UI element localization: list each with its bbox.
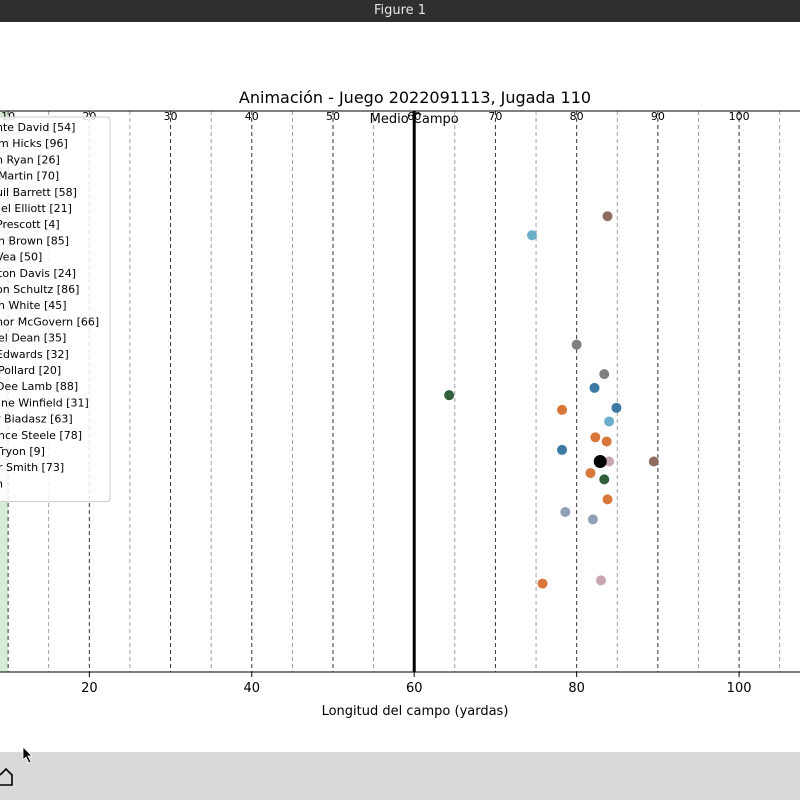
legend-entry: n Ryan [26] bbox=[0, 153, 60, 166]
x-tick-label: 80 bbox=[568, 681, 585, 696]
chart-title: Animación - Juego 2022091113, Jugada 110 bbox=[239, 88, 591, 107]
player-point bbox=[602, 211, 613, 222]
x-axis-label: Longitud del campo (yardas) bbox=[322, 704, 509, 719]
player-point bbox=[587, 514, 598, 525]
legend-entry: r Biadasz [63] bbox=[0, 413, 73, 426]
legend-entry: n bbox=[0, 477, 3, 490]
legend-entry: nte David [54] bbox=[0, 121, 75, 134]
legend: nte David [54] m Hicks [96] n Ryan [26] Mar… bbox=[0, 116, 111, 503]
yard-label: 100 bbox=[729, 110, 750, 123]
legend-entry: m Hicks [96] bbox=[0, 137, 68, 150]
grid-layer bbox=[7, 111, 781, 672]
legend-entry: on Schultz [86] bbox=[0, 283, 79, 296]
player-point bbox=[611, 402, 622, 413]
legend-entry: r Smith [73] bbox=[0, 461, 64, 474]
yard-label: 60 bbox=[407, 110, 421, 123]
midfield-label: Medio Campo bbox=[370, 112, 459, 127]
legend-entry: Martin [70] bbox=[0, 170, 59, 183]
yard-label: 50 bbox=[326, 110, 340, 123]
yard-label: 30 bbox=[164, 110, 178, 123]
player-point bbox=[557, 404, 568, 415]
legend-entry: el Dean [35] bbox=[0, 332, 66, 345]
player-point bbox=[571, 339, 582, 350]
window-title: Figure 1 bbox=[373, 3, 427, 18]
legend-entry: nce Steele [78] bbox=[0, 429, 82, 442]
yard-label: 80 bbox=[570, 110, 584, 123]
x-tick-label: 100 bbox=[727, 681, 752, 696]
legend-entry: n Brown [85] bbox=[0, 234, 69, 247]
window-title-bar: Figure 1 bbox=[0, 0, 800, 22]
player-point bbox=[590, 432, 601, 443]
legend-entry: Prescott [4] bbox=[0, 218, 60, 231]
x-tick-label: 40 bbox=[244, 681, 261, 696]
legend-entry: uil Barrett [58] bbox=[0, 186, 77, 199]
legend-entry: ine Winfield [31] bbox=[0, 396, 89, 409]
legend-entry: n White [45] bbox=[0, 299, 67, 312]
legend-entry: Vea [50] bbox=[0, 251, 42, 264]
x-tick-label: 60 bbox=[406, 681, 423, 696]
player-point bbox=[526, 230, 537, 241]
chart-svg: Animación - Juego 2022091113, Jugada 110… bbox=[0, 22, 800, 752]
yard-label: 70 bbox=[488, 110, 502, 123]
player-point bbox=[589, 382, 600, 393]
player-point bbox=[560, 507, 571, 518]
player-point bbox=[604, 456, 615, 467]
player-point bbox=[604, 416, 615, 427]
legend-entry: iel Elliott [21] bbox=[0, 202, 72, 215]
points-layer bbox=[444, 211, 659, 589]
player-point bbox=[602, 494, 613, 505]
ball-point bbox=[593, 454, 607, 468]
legend-entry: Pollard [20] bbox=[0, 364, 61, 377]
player-point bbox=[648, 456, 659, 467]
player-point bbox=[557, 444, 568, 455]
player-point bbox=[599, 474, 610, 485]
legend-entry: Edwards [32] bbox=[0, 348, 69, 361]
yard-label: 90 bbox=[651, 110, 665, 123]
plot-frame bbox=[0, 110, 800, 673]
player-point bbox=[585, 468, 596, 479]
x-axis-ticks: 20 40 60 80 100 bbox=[81, 672, 752, 696]
player-point bbox=[444, 390, 455, 401]
home-icon[interactable] bbox=[0, 765, 14, 787]
toolbar bbox=[0, 752, 800, 800]
player-point bbox=[599, 369, 610, 380]
player-point bbox=[601, 436, 612, 447]
player-point bbox=[596, 575, 607, 586]
player-point bbox=[537, 578, 548, 589]
legend-box bbox=[0, 116, 111, 503]
x-tick-label: 20 bbox=[81, 681, 98, 696]
legend-entry: ton Davis [24] bbox=[0, 267, 76, 280]
legend-entry: Tryon [9] bbox=[0, 445, 45, 458]
legend-entry: nor McGovern [66] bbox=[0, 315, 99, 328]
yard-label: 40 bbox=[245, 110, 259, 123]
mouse-cursor-icon bbox=[22, 746, 33, 764]
legend-entry: Dee Lamb [88] bbox=[0, 380, 78, 393]
